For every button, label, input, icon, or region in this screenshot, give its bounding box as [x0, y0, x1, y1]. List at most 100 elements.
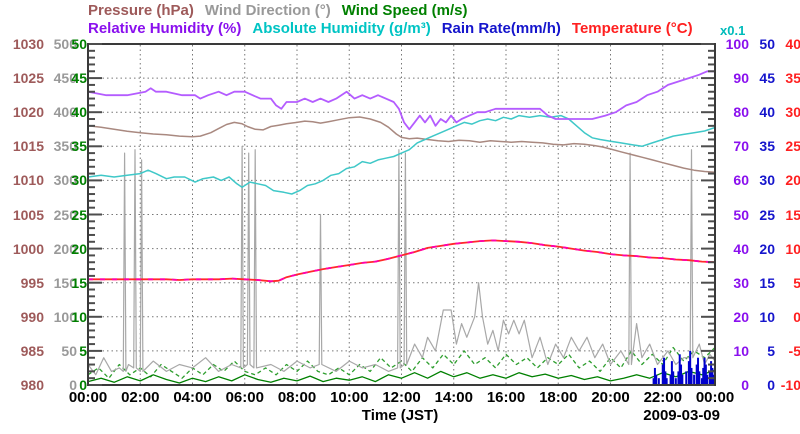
right-tick-temperature: -5 [788, 342, 800, 359]
right-tick-rain-rate: 25 [759, 206, 775, 223]
right-tick-relative-humidity: 50 [733, 206, 749, 223]
right-tick-relative-humidity: 30 [733, 274, 749, 291]
time-tick-6: 12:00 [382, 389, 421, 406]
time-tick-2: 04:00 [173, 389, 212, 406]
plot-frame [87, 43, 716, 386]
right-tick-relative-humidity: 0 [741, 377, 749, 393]
left-tick-pressure: 1005 [12, 206, 44, 223]
right-tick-rain-rate: 20 [759, 240, 775, 257]
time-tick-9: 18:00 [539, 389, 578, 406]
time-tick-3: 06:00 [225, 389, 264, 406]
right-tick-relative-humidity: 70 [733, 138, 749, 155]
left-tick-wind-direction: 200 [53, 240, 77, 257]
left-tick-wind-direction: 100 [53, 308, 77, 325]
series-relative-humidity [87, 70, 715, 131]
right-tick-relative-humidity: 20 [733, 308, 749, 325]
left-tick-pressure: 1020 [12, 104, 44, 121]
right-tick-relative-humidity: 100 [725, 36, 749, 52]
left-tick-pressure: 1030 [12, 36, 44, 52]
series-temperature-dash-overlay [88, 239, 716, 283]
left-tick-wind-speed: 15 [71, 274, 87, 291]
legend-absolute-humidity: Absolute Humidity (g/m³) [252, 20, 431, 37]
left-tick-pressure: 1010 [12, 172, 44, 189]
left-tick-wind-speed: 20 [71, 240, 87, 257]
legend-row-2: Relative Humidity (%) Absolute Humidity … [88, 20, 693, 37]
time-tick-11: 22:00 [643, 389, 682, 406]
series-wind-direction [87, 145, 716, 376]
series-wind-speed [87, 369, 716, 384]
time-tick-8: 16:00 [486, 389, 526, 406]
time-tick-7: 14:00 [434, 389, 473, 406]
right-tick-rain-rate: 35 [759, 138, 775, 155]
left-tick-wind-direction: 300 [53, 172, 77, 189]
right-tick-temperature: 40 [785, 36, 800, 52]
left-tick-pressure: 1000 [12, 240, 44, 257]
left-tick-wind-speed: 35 [71, 138, 87, 155]
left-tick-wind-direction: 400 [53, 104, 77, 121]
right-tick-rain-rate: 10 [759, 308, 775, 325]
right-tick-temperature: 30 [785, 104, 800, 121]
right-tick-rain-rate: 40 [759, 104, 775, 121]
left-tick-pressure: 990 [20, 308, 44, 325]
time-tick-4: 08:00 [277, 389, 317, 406]
left-tick-wind-speed: 40 [71, 104, 87, 121]
left-tick-wind-direction: 50 [61, 342, 77, 359]
left-tick-wind-speed: 45 [71, 70, 87, 87]
right-tick-rain-rate: 15 [759, 274, 775, 291]
right-tick-temperature: 25 [785, 138, 800, 155]
time-tick-5: 10:00 [330, 389, 369, 406]
right-tick-rain-rate: 30 [759, 172, 775, 189]
left-tick-wind-direction: 0 [69, 377, 77, 393]
time-tick-1: 02:00 [121, 389, 160, 406]
time-tick-12: 00:00 [695, 389, 735, 406]
left-tick-wind-direction: 500 [53, 36, 77, 52]
right-tick-rain-rate: 50 [759, 36, 775, 52]
right-tick-temperature: 5 [793, 274, 800, 291]
left-tick-wind-speed: 30 [71, 172, 87, 189]
legend-row-1: Pressure (hPa) Wind Direction (°) Wind S… [88, 2, 467, 19]
legend-wind-direction: Wind Direction (°) [204, 2, 331, 19]
date-label: 2009-03-09 [643, 407, 720, 424]
legend-wind-speed: Wind Speed (m/s) [341, 2, 468, 19]
right-tick-relative-humidity: 10 [733, 342, 749, 359]
right-tick-temperature: 0 [793, 308, 800, 325]
right-tick-relative-humidity: 80 [733, 104, 749, 121]
x-axis-title: Time (JST) [361, 407, 439, 424]
legend-rain-rate: Rain Rate(mm/h) [441, 20, 561, 37]
right-tick-rain-rate: 0 [767, 377, 775, 393]
left-tick-wind-speed: 10 [71, 308, 87, 325]
legend-pressure: Pressure (hPa) [88, 2, 194, 19]
right-tick-temperature: 15 [785, 206, 800, 223]
right-tick-temperature: 10 [785, 240, 800, 257]
left-tick-pressure: 1025 [12, 70, 44, 87]
right-tick-relative-humidity: 40 [733, 240, 749, 257]
left-tick-wind-direction: 350 [53, 138, 77, 155]
right-tick-relative-humidity: 60 [733, 172, 749, 189]
left-tick-wind-speed: 50 [71, 36, 87, 52]
time-tick-0: 00:00 [68, 389, 108, 406]
left-tick-pressure: 985 [20, 342, 44, 359]
left-tick-wind-speed: 25 [71, 206, 87, 223]
legend-temperature: Temperature (°C) [571, 20, 693, 37]
right-tick-temperature: -10 [780, 377, 800, 393]
series-absolute-humidity-x10 [87, 114, 716, 195]
left-tick-wind-direction: 150 [53, 274, 77, 291]
right-tick-relative-humidity: 90 [733, 70, 749, 87]
time-tick-10: 20:00 [591, 389, 630, 406]
left-tick-pressure: 995 [20, 274, 44, 291]
legend-relative-humidity: Relative Humidity (%) [88, 20, 242, 37]
right-tick-temperature: 35 [785, 70, 800, 87]
left-tick-wind-direction: 450 [53, 70, 77, 87]
left-tick-wind-speed: 0 [79, 377, 87, 393]
series-pressure [87, 116, 716, 173]
scale-multiplier-note: x0.1 [720, 23, 746, 38]
left-tick-pressure: 1015 [12, 138, 44, 155]
right-tick-rain-rate: 5 [767, 342, 775, 359]
right-tick-temperature: 20 [785, 172, 800, 189]
left-tick-wind-direction: 250 [53, 206, 77, 223]
right-tick-rain-rate: 45 [759, 70, 775, 87]
left-tick-wind-speed: 5 [79, 342, 87, 359]
left-tick-pressure: 980 [20, 377, 44, 393]
